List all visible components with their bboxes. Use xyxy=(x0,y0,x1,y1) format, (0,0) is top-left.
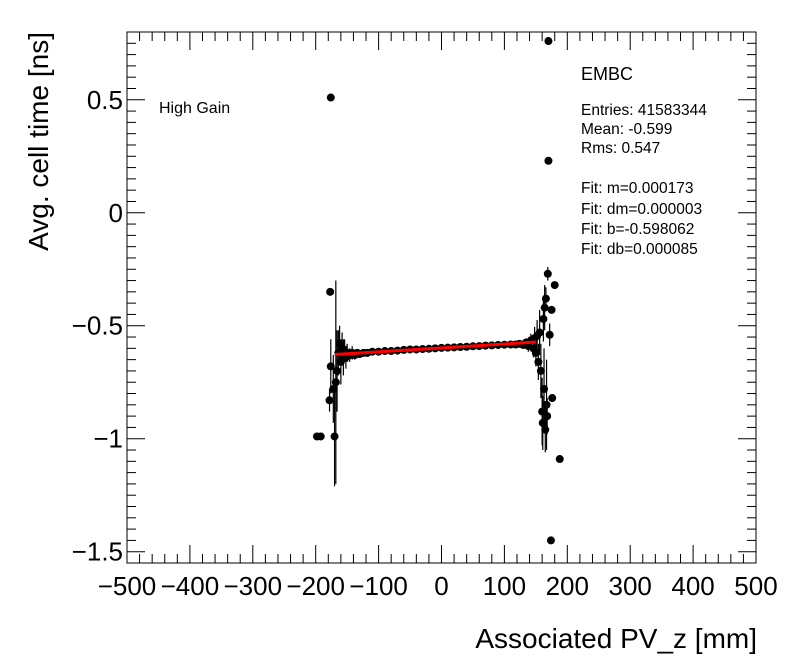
x-tick-label: −500 xyxy=(98,571,157,601)
data-point xyxy=(544,156,553,165)
x-tick-label: 400 xyxy=(671,571,714,601)
data-point xyxy=(539,314,548,323)
data-point xyxy=(536,366,545,375)
y-tick-labels: −1.5 −1 −0.5 0 0.5 xyxy=(72,85,123,567)
data-point xyxy=(538,418,547,427)
stats-fit-b: Fit: b=-0.598062 xyxy=(581,221,694,238)
data-point xyxy=(546,536,555,545)
y-tick-label: −0.5 xyxy=(72,311,123,341)
data-point xyxy=(542,400,551,409)
data-point xyxy=(545,330,554,339)
data-point xyxy=(543,269,552,278)
tick-marks xyxy=(126,31,757,563)
data-point xyxy=(548,394,557,403)
y-tick-label: 0.5 xyxy=(87,85,123,115)
x-tick-label: 300 xyxy=(609,571,652,601)
x-tick-label: 200 xyxy=(546,571,589,601)
stats-fit-db: Fit: db=0.000085 xyxy=(581,241,698,258)
y-axis-title: Avg. cell time [ns] xyxy=(23,32,54,251)
data-point xyxy=(543,412,552,421)
y-tick-label: −1 xyxy=(93,424,123,454)
data-point xyxy=(535,328,544,337)
data-point xyxy=(555,455,564,464)
x-tick-label: −300 xyxy=(224,571,283,601)
data-point xyxy=(326,287,335,296)
data-point xyxy=(325,396,334,405)
data-point xyxy=(326,93,335,102)
x-tick-label: 0 xyxy=(434,571,448,601)
data-point xyxy=(333,366,342,375)
x-tick-labels: −500 −400 −300 −200 −100 0 100 200 300 400 500 xyxy=(98,571,778,601)
data-point xyxy=(326,362,335,371)
data-point xyxy=(550,281,559,290)
x-tick-label: −200 xyxy=(286,571,345,601)
data-point xyxy=(531,348,540,357)
stats-entries: Entries: 41583344 xyxy=(581,102,707,119)
x-axis-title: Associated PV_z [mm] xyxy=(475,623,757,654)
error-bars xyxy=(328,266,551,487)
x-tick-label: −400 xyxy=(161,571,220,601)
stats-fit-m: Fit: m=0.000173 xyxy=(581,180,693,197)
data-point xyxy=(330,432,339,441)
data-point xyxy=(329,385,338,394)
data-point xyxy=(316,432,325,441)
x-tick-label: 100 xyxy=(483,571,526,601)
data-point xyxy=(540,303,549,312)
data-point xyxy=(544,37,553,46)
x-tick-label: −100 xyxy=(349,571,408,601)
x-tick-label: 500 xyxy=(734,571,777,601)
stats-mean: Mean: -0.599 xyxy=(581,121,672,138)
data-point xyxy=(541,425,550,434)
stats-fit-dm: Fit: dm=0.000003 xyxy=(581,201,702,218)
data-point xyxy=(541,294,550,303)
data-point xyxy=(331,378,340,387)
data-point xyxy=(547,305,556,314)
fit-line xyxy=(334,340,536,357)
stats-title: EMBC xyxy=(581,64,633,84)
high-gain-label: High Gain xyxy=(159,100,230,117)
y-tick-label: −1.5 xyxy=(72,537,123,567)
data-point xyxy=(534,357,543,366)
y-tick-label: 0 xyxy=(109,198,123,228)
data-points xyxy=(312,37,564,545)
stats-rms: Rms: 0.547 xyxy=(581,140,660,157)
data-point xyxy=(540,385,549,394)
